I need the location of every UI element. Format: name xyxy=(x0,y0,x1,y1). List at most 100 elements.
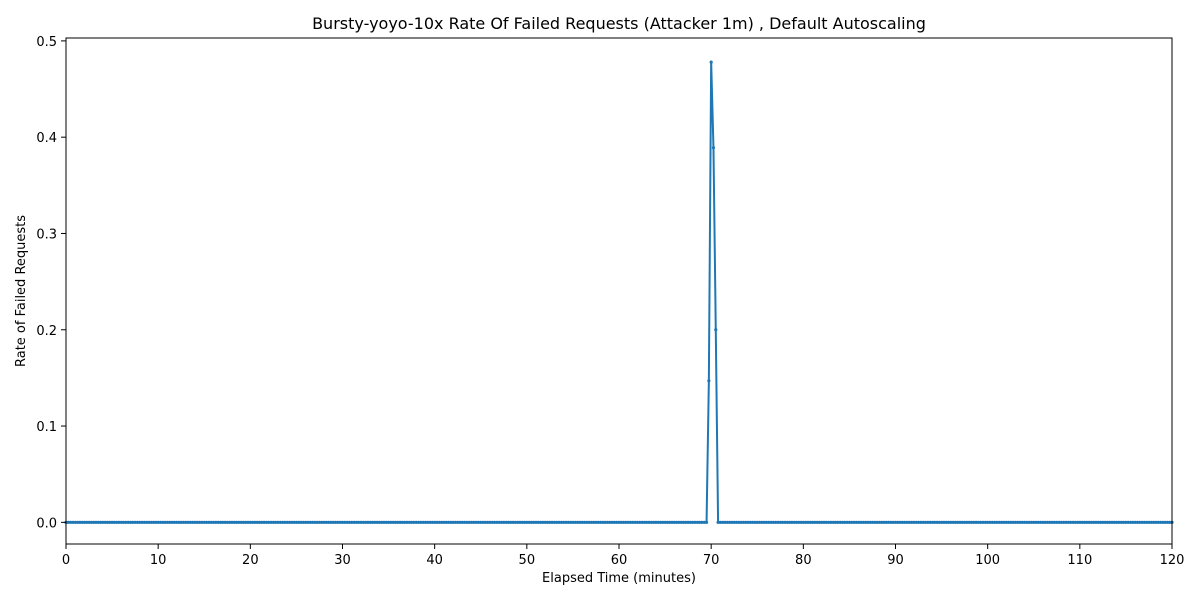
data-point xyxy=(651,520,656,524)
data-point xyxy=(423,520,428,524)
data-point xyxy=(550,520,554,524)
data-point xyxy=(460,520,464,524)
data-point xyxy=(345,520,349,524)
data-point xyxy=(179,520,183,524)
data-point xyxy=(762,520,766,524)
data-point xyxy=(82,520,87,524)
data-point xyxy=(718,520,722,524)
data-point xyxy=(437,520,441,524)
data-point xyxy=(1103,520,1107,524)
data-point xyxy=(322,520,326,524)
data-point xyxy=(495,520,499,524)
x-tick-label: 60 xyxy=(611,553,628,568)
data-point xyxy=(596,520,600,524)
data-point xyxy=(486,520,490,524)
data-point xyxy=(670,520,674,524)
data-point xyxy=(1096,520,1100,524)
data-point xyxy=(1062,520,1066,524)
data-point xyxy=(937,520,941,524)
data-point xyxy=(1071,520,1075,524)
data-point xyxy=(1011,520,1015,524)
data-point xyxy=(774,520,778,524)
data-point xyxy=(790,520,794,524)
data-point xyxy=(193,520,197,524)
data-point xyxy=(552,520,557,524)
data-point xyxy=(845,520,849,524)
data-point xyxy=(725,520,729,524)
data-point xyxy=(308,520,312,524)
data-point xyxy=(1025,520,1029,524)
data-point xyxy=(585,520,589,524)
data-point xyxy=(511,520,515,524)
data-point xyxy=(1013,520,1017,524)
x-tick-label: 20 xyxy=(242,553,259,568)
data-point xyxy=(997,520,1001,524)
data-point xyxy=(299,520,303,524)
data-point xyxy=(421,520,425,524)
data-point xyxy=(380,520,384,524)
x-axis: 0 10 20 30 40 50 60 70 80 90 100 110 120 xyxy=(62,544,1184,568)
data-point xyxy=(1112,520,1116,524)
data-point xyxy=(893,520,898,524)
data-point xyxy=(654,520,658,524)
data-point xyxy=(548,520,552,524)
data-point xyxy=(792,520,796,524)
data-point xyxy=(147,520,151,524)
data-point xyxy=(631,520,635,524)
data-point xyxy=(195,520,199,524)
data-point xyxy=(1161,520,1165,524)
data-point xyxy=(1073,520,1077,524)
data-point xyxy=(327,520,331,524)
data-point xyxy=(175,520,179,524)
data-point xyxy=(1020,520,1024,524)
x-axis-label: Elapsed Time (minutes) xyxy=(542,571,696,586)
data-point xyxy=(951,520,955,524)
data-point xyxy=(135,520,140,524)
data-point xyxy=(492,520,497,524)
data-point xyxy=(297,520,301,524)
data-point xyxy=(787,520,792,524)
data-point xyxy=(981,520,985,524)
data-point xyxy=(967,520,971,524)
data-point xyxy=(522,520,527,524)
data-point xyxy=(1158,520,1163,524)
x-tick-label: 70 xyxy=(703,553,720,568)
data-point xyxy=(806,520,810,524)
data-point xyxy=(340,520,345,524)
y-tick-label: 0.3 xyxy=(36,227,57,242)
data-point xyxy=(126,520,130,524)
x-tick-label: 80 xyxy=(795,553,812,568)
data-point xyxy=(87,520,91,524)
data-point xyxy=(903,520,907,524)
data-point xyxy=(880,520,884,524)
data-point xyxy=(108,520,112,524)
data-point xyxy=(1066,520,1070,524)
data-point xyxy=(433,520,437,524)
data-point xyxy=(221,520,225,524)
data-point xyxy=(393,520,398,524)
data-point xyxy=(211,520,216,524)
data-point xyxy=(313,520,317,524)
data-point xyxy=(223,520,227,524)
data-point xyxy=(999,520,1004,524)
data-point xyxy=(635,520,640,524)
data-point xyxy=(545,520,550,524)
data-point xyxy=(400,520,405,524)
data-point xyxy=(98,520,103,524)
data-point xyxy=(103,520,107,524)
data-point xyxy=(534,520,538,524)
data-point xyxy=(1064,520,1068,524)
data-point xyxy=(1156,520,1160,524)
data-point xyxy=(935,520,939,524)
data-point xyxy=(988,520,992,524)
data-point xyxy=(721,520,725,524)
data-point xyxy=(638,520,642,524)
data-point xyxy=(946,520,951,524)
data-point xyxy=(900,520,905,524)
data-point xyxy=(619,520,623,524)
data-point xyxy=(161,520,165,524)
data-point xyxy=(280,520,285,524)
data-point xyxy=(94,520,98,524)
data-point xyxy=(92,520,96,524)
data-point xyxy=(1029,520,1034,524)
